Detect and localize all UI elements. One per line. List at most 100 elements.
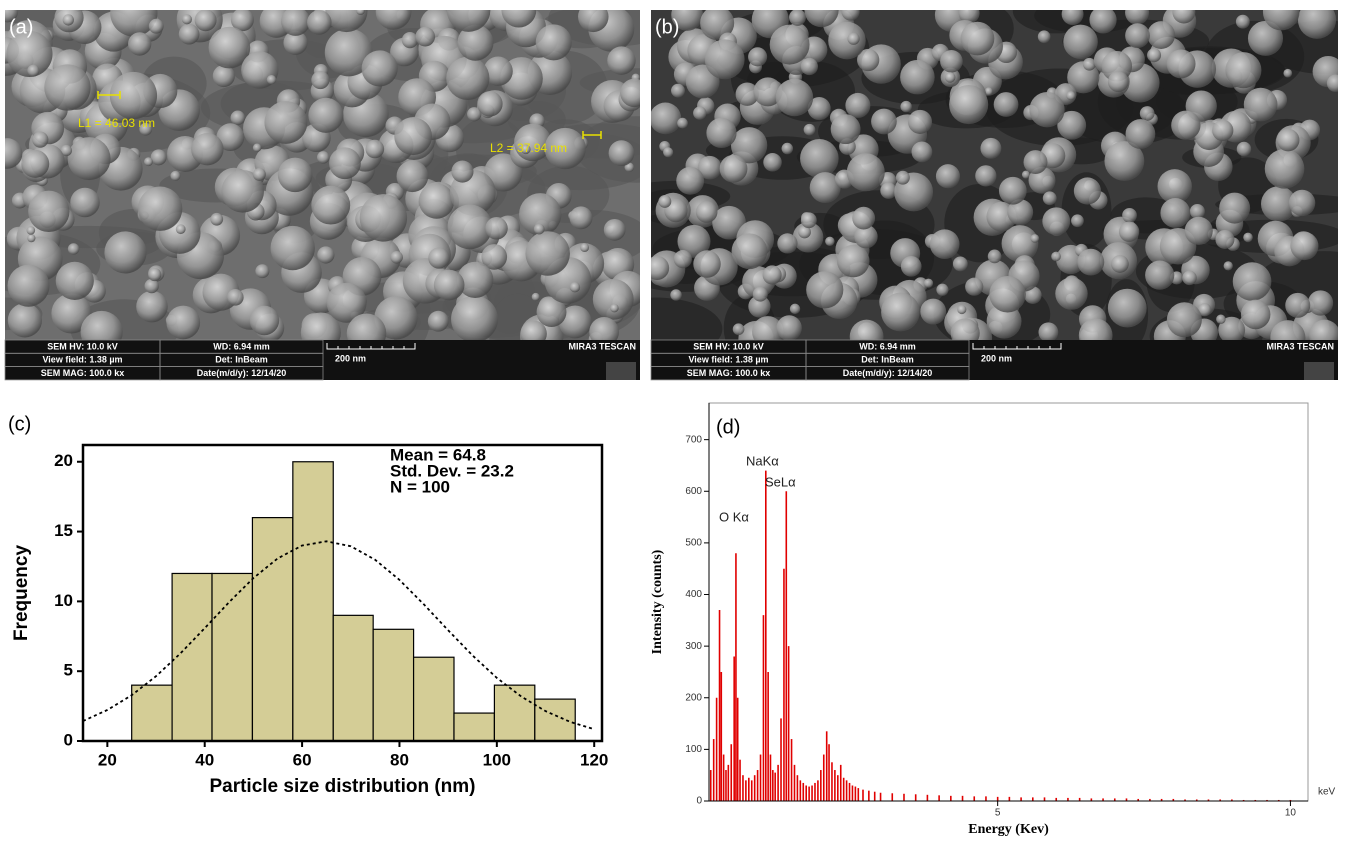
sem-image <box>587 0 1346 364</box>
sem-grain <box>748 47 767 66</box>
sem-grain <box>428 311 449 332</box>
sem-grain <box>145 279 159 293</box>
sem-grain <box>138 187 182 231</box>
sem-grain <box>845 93 870 118</box>
logo <box>1304 362 1334 380</box>
sem-grain <box>1126 119 1156 149</box>
x-tick-label: 10 <box>1285 808 1297 819</box>
sem-grain <box>1285 293 1310 318</box>
sem-grain <box>658 195 671 208</box>
sem-grain <box>1145 261 1174 290</box>
sem-grain <box>674 250 692 268</box>
sem-grain <box>706 118 736 148</box>
sem-grain <box>988 250 1002 264</box>
sem-grain <box>485 217 508 240</box>
x-tick-label: 80 <box>390 750 409 769</box>
info-text: SEM HV: 10.0 kV <box>693 341 764 351</box>
scale-text: 200 nm <box>335 353 366 363</box>
sem-grain <box>317 151 330 164</box>
y-tick-label: 15 <box>54 521 73 540</box>
sem-grain <box>191 133 223 165</box>
sem-grain <box>1051 252 1061 262</box>
sem-grain <box>645 256 669 280</box>
sem-grain <box>881 293 920 332</box>
panel-label: (a) <box>9 16 33 38</box>
sem-grain <box>534 224 545 235</box>
sem-grain <box>930 229 960 259</box>
sem-grain <box>831 114 861 144</box>
sem-grain <box>1182 271 1197 286</box>
sem-grain <box>28 191 69 232</box>
sem-grain <box>776 315 801 340</box>
sem-grain <box>27 65 39 77</box>
sem-grain <box>1055 277 1087 309</box>
sem-grain <box>847 33 859 45</box>
panel-label: (b) <box>655 16 679 38</box>
sem-grain <box>801 58 818 75</box>
measure-label: L1 = 46.03 nm <box>78 116 155 130</box>
sem-grain <box>953 257 968 272</box>
sem-grain <box>230 111 245 126</box>
sem-grain <box>1243 233 1253 243</box>
sem-grain <box>451 161 473 183</box>
chart-title: (d) <box>716 416 740 438</box>
sem-grain <box>763 265 782 284</box>
sem-grain <box>281 7 310 36</box>
sem-grain <box>255 264 269 278</box>
sem-grain <box>908 110 932 134</box>
sem-grain <box>1043 191 1057 205</box>
sem-grain <box>989 276 1026 313</box>
sem-grain <box>1225 52 1261 88</box>
sem-grain <box>264 101 307 144</box>
sem-grain <box>782 143 794 155</box>
y-axis-label: Frequency <box>11 545 32 642</box>
y-axis-label: Intensity (counts) <box>650 549 665 654</box>
sem-grain <box>394 117 432 155</box>
sem-grain <box>957 305 966 314</box>
sem-grain <box>8 303 42 337</box>
sem-grain <box>317 246 334 263</box>
sem-grain <box>1244 88 1278 122</box>
x-axis-label: Particle size distribution (nm) <box>209 776 475 797</box>
sem-grain <box>770 25 810 65</box>
sem-grain <box>1283 69 1292 78</box>
sem-grain <box>1042 207 1070 235</box>
sem-grain <box>402 32 418 48</box>
info-text: Det: InBeam <box>861 355 914 365</box>
sem-grain <box>419 183 454 218</box>
info-text: View field: 1.38 µm <box>42 355 122 365</box>
sem-grain <box>151 149 167 165</box>
sem-grain <box>837 245 869 277</box>
sem-grain <box>994 92 1019 117</box>
sem-grain <box>896 171 910 185</box>
sem-grain <box>536 24 572 60</box>
info-text: View field: 1.38 µm <box>688 355 768 365</box>
sem-grain <box>790 304 800 314</box>
sem-grain <box>777 233 797 253</box>
sem-grain <box>1160 198 1190 228</box>
sem-grain <box>1171 111 1200 140</box>
sem-grain <box>428 247 449 268</box>
peak-label: SeLα <box>765 474 796 489</box>
sem-grain <box>56 262 94 300</box>
sem-grain <box>753 287 768 302</box>
y-tick-label: 600 <box>685 486 702 497</box>
sem-grain <box>1167 302 1202 337</box>
info-text: WD: 6.94 mm <box>859 341 916 351</box>
sem-grain <box>806 271 843 308</box>
sem-grain <box>1147 21 1175 49</box>
sem-grain <box>607 46 635 74</box>
sem-grain <box>763 153 782 172</box>
sem-grain <box>1185 217 1213 245</box>
sem-grain <box>148 268 161 281</box>
sem-grain <box>104 231 146 273</box>
sem-grain <box>1289 190 1315 216</box>
sem-grain <box>32 132 48 148</box>
sem-grain <box>965 278 983 296</box>
sem-grain <box>1140 106 1155 121</box>
sem-grain <box>920 299 946 325</box>
sem-grain <box>671 84 685 98</box>
sem-grain <box>999 177 1027 205</box>
info-text: Det: InBeam <box>215 355 268 365</box>
sem-grain <box>936 164 960 188</box>
